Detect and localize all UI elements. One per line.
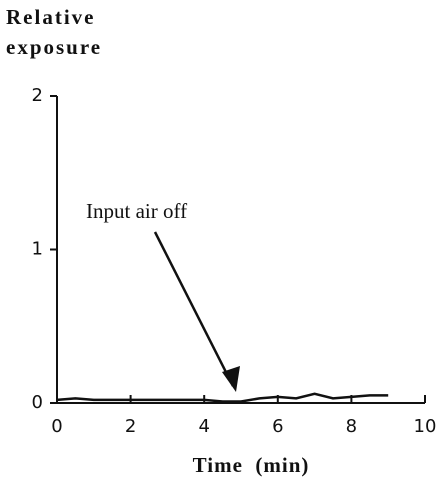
x-tick-label: 10 [414, 416, 437, 437]
y-tick-label: 1 [32, 239, 43, 260]
x-tick-label: 2 [125, 416, 136, 437]
x-tick-label: 4 [198, 416, 209, 437]
arrow-head [222, 366, 240, 392]
y-axis-label: Relative exposure [6, 5, 103, 59]
annotation: Input air off [86, 199, 187, 223]
x-tick-label: 8 [346, 416, 357, 437]
x-tick-label: 0 [51, 416, 62, 437]
annotation-arrow [153, 231, 235, 387]
data-line [56, 392, 389, 403]
y-tick-label: 0 [32, 392, 43, 413]
x-tick-label: 6 [272, 416, 283, 437]
x-axis-label: Time (min) [193, 453, 310, 477]
y-tick-label: 2 [32, 85, 43, 106]
